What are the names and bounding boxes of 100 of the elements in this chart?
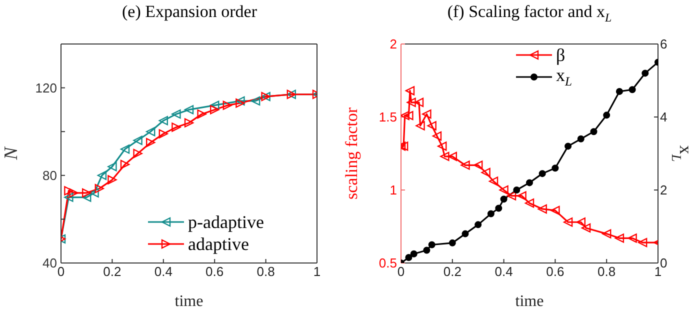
point (108, 175, 117, 184)
x-axis-title: time (174, 293, 204, 310)
point (603, 112, 610, 119)
y-axis-title: N (1, 146, 22, 161)
point (184, 105, 194, 114)
point (538, 204, 547, 214)
y2-tick-label: 6 (660, 36, 668, 52)
chart-title: (e) Expansion order (122, 2, 257, 21)
point (474, 160, 483, 170)
point (108, 162, 117, 172)
point (500, 196, 508, 203)
point (526, 179, 533, 186)
point (460, 160, 470, 170)
legend-label: adaptive (188, 234, 249, 254)
point (120, 160, 130, 170)
legend-label: p-adaptive (188, 212, 264, 232)
point (506, 191, 516, 200)
point (414, 98, 424, 107)
point (488, 176, 498, 186)
point (423, 246, 430, 254)
point (82, 188, 92, 198)
point (487, 210, 494, 218)
point (524, 198, 534, 208)
point (517, 191, 526, 200)
point (82, 192, 92, 202)
point (438, 142, 447, 151)
point (614, 234, 624, 243)
legend-label: β (556, 44, 566, 64)
point (432, 131, 442, 141)
y2-tick-label: 4 (660, 110, 668, 125)
point (406, 98, 416, 107)
point (210, 105, 220, 114)
point (236, 98, 245, 108)
point (590, 128, 598, 136)
point (120, 144, 130, 154)
x-tick-label: 0.4 (494, 264, 513, 280)
point (563, 218, 573, 227)
point (550, 206, 560, 216)
point (428, 241, 436, 248)
point (250, 96, 260, 106)
x-tick-label: 0.2 (103, 264, 122, 280)
legend-label: x$_{L}$ (556, 64, 572, 88)
y-axis-title: scaling factor (342, 107, 361, 200)
y-tick-label: 40 (42, 256, 57, 271)
point (513, 186, 520, 194)
y-tick-label: 0.5 (378, 256, 397, 271)
point (416, 121, 425, 130)
point (602, 229, 612, 238)
point (581, 223, 591, 233)
x-tick-label: 1 (313, 264, 321, 280)
point (197, 109, 206, 119)
x-tick-label: 0.6 (206, 264, 224, 280)
y-tick-label: 2 (390, 36, 397, 52)
chart-title: (f) Scaling factor and x$_{L}$ (447, 2, 612, 24)
point (133, 136, 142, 145)
point (64, 186, 74, 196)
point (236, 96, 245, 106)
point (564, 142, 572, 150)
x-tick-label: 0.6 (546, 264, 564, 280)
point (577, 135, 584, 142)
x-tick-label: 0.4 (154, 264, 172, 280)
point (628, 234, 637, 243)
point (133, 148, 142, 158)
point (422, 109, 432, 119)
y-tick-label: 1 (390, 182, 397, 198)
point (552, 164, 559, 172)
y-tick-label: 80 (42, 168, 57, 184)
x-tick-label: 0.8 (598, 264, 616, 280)
point (172, 109, 181, 119)
point (94, 184, 104, 194)
point (410, 250, 418, 258)
point (146, 138, 156, 148)
point (69, 188, 78, 198)
point (97, 170, 107, 180)
point (638, 238, 648, 248)
x-tick-label: 0.8 (256, 264, 275, 280)
x-tick-label: 1 (654, 264, 662, 280)
point (405, 86, 415, 96)
point (90, 188, 99, 198)
point (222, 100, 232, 110)
y-tick-label: 1.5 (378, 110, 397, 125)
point (184, 118, 194, 128)
x-tick-label: 0 (397, 264, 405, 280)
point (172, 122, 181, 132)
point (481, 168, 490, 178)
point (448, 152, 457, 162)
point (474, 221, 482, 228)
x-tick-label: 0 (57, 264, 65, 280)
point (616, 88, 623, 95)
x-axis-title: time (515, 293, 544, 310)
point (462, 230, 469, 238)
point (642, 70, 649, 77)
point (448, 239, 456, 246)
point (495, 204, 502, 212)
point (538, 170, 546, 178)
point (440, 152, 450, 162)
point (427, 121, 436, 130)
point (158, 116, 168, 126)
x-tick-label: 0.2 (443, 264, 462, 280)
point (401, 110, 410, 120)
